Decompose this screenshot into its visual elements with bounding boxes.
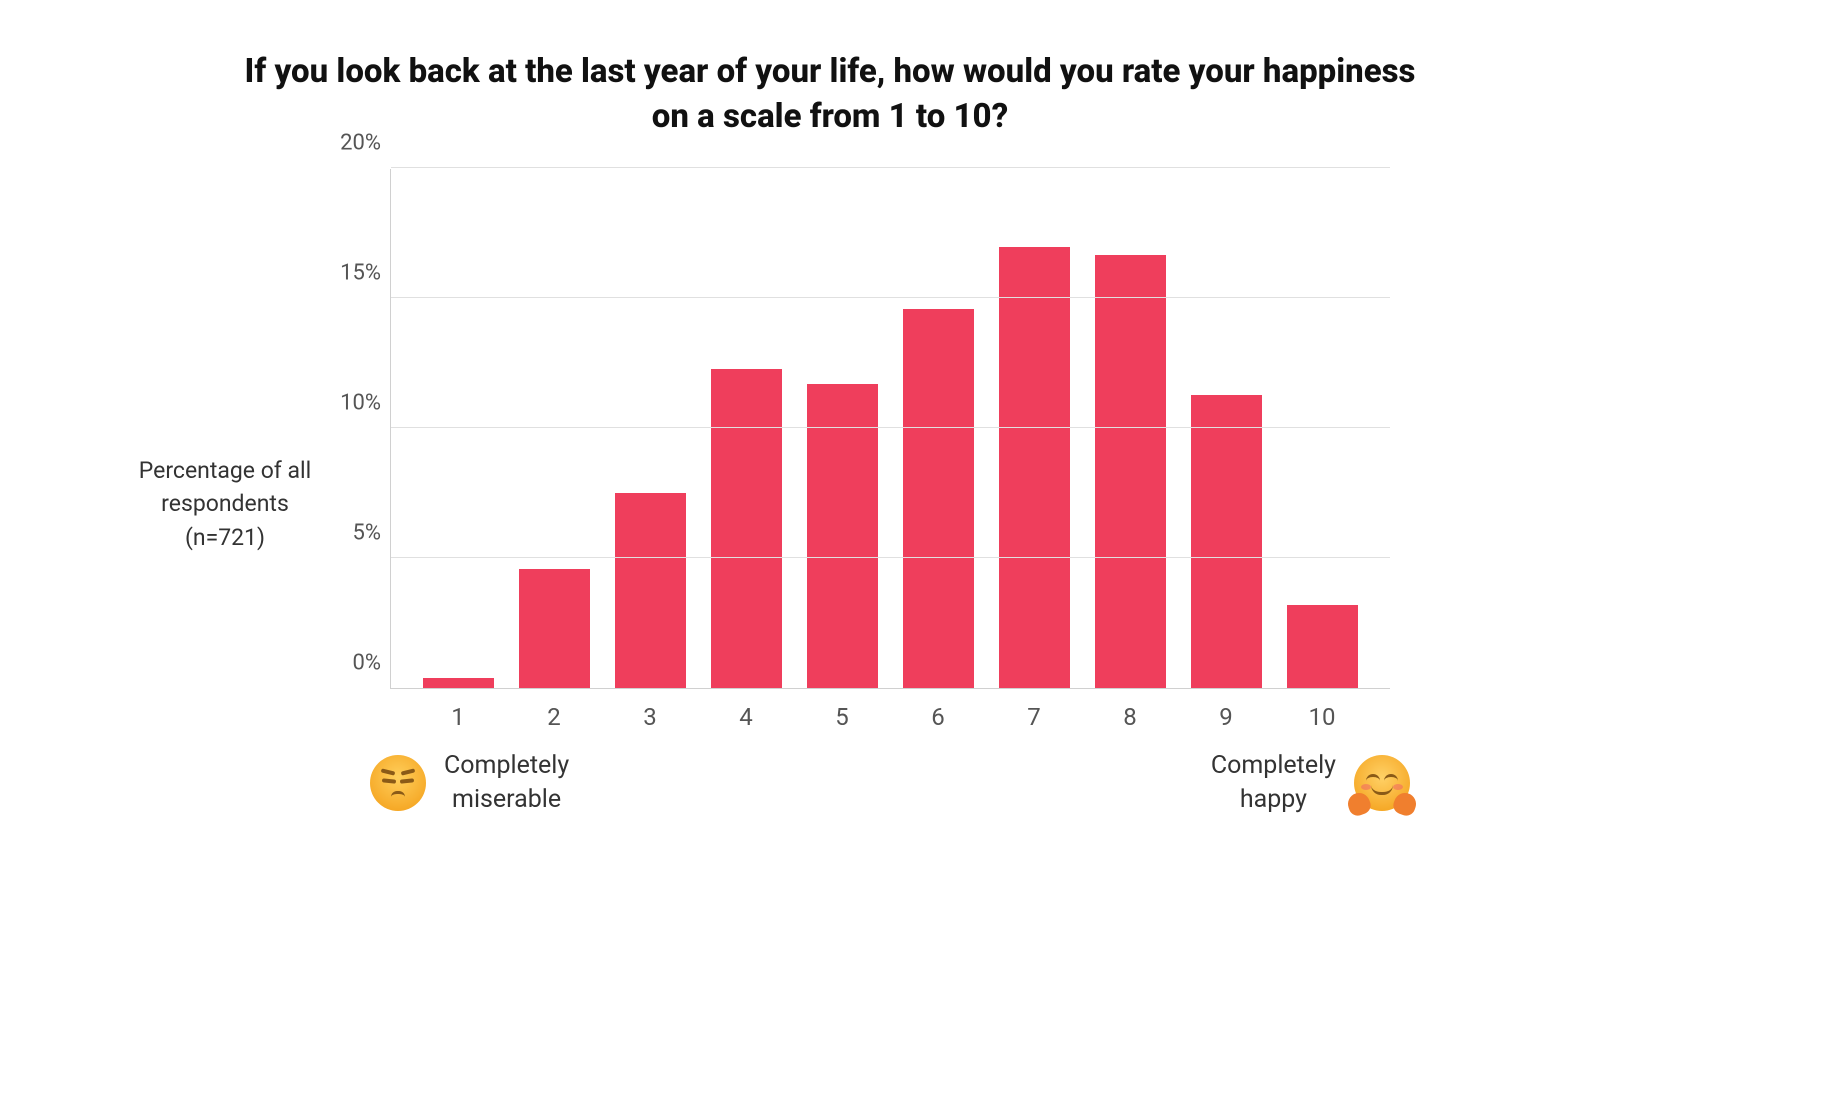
y-tick-label: 20% (321, 131, 381, 156)
bar (711, 369, 782, 688)
chart-title: If you look back at the last year of you… (230, 50, 1430, 139)
x-tick-label: 3 (602, 703, 698, 731)
y-tick-label: 15% (321, 261, 381, 286)
y-tick-label: 0% (321, 651, 381, 676)
bar (807, 384, 878, 688)
gridline (391, 557, 1390, 558)
anchor-high: Completelyhappy (1211, 749, 1410, 817)
x-tick-label: 6 (890, 703, 986, 731)
bar (999, 247, 1070, 688)
bars-group (391, 169, 1390, 688)
x-tick-label: 2 (506, 703, 602, 731)
bar (615, 493, 686, 688)
bar (423, 678, 494, 688)
y-tick-label: 10% (321, 391, 381, 416)
hugging-face-icon (1354, 755, 1410, 811)
chart-wrap: Percentage of all respondents (n=721) 0%… (390, 169, 1410, 839)
chart-container: If you look back at the last year of you… (130, 30, 1530, 930)
bar (519, 569, 590, 688)
x-axis-ticks: 12345678910 (390, 689, 1390, 731)
bar-slot (1178, 169, 1274, 688)
pensive-face-icon (370, 755, 426, 811)
x-tick-label: 9 (1178, 703, 1274, 731)
anchor-high-label: Completelyhappy (1211, 749, 1336, 817)
bar-slot (795, 169, 891, 688)
x-tick-label: 10 (1274, 703, 1370, 731)
bar-slot (603, 169, 699, 688)
bar-slot (891, 169, 987, 688)
gridline (391, 427, 1390, 428)
bar-slot (699, 169, 795, 688)
x-tick-label: 8 (1082, 703, 1178, 731)
bar (903, 309, 974, 688)
y-axis-label: Percentage of all respondents (n=721) (130, 454, 320, 554)
bar-slot (1082, 169, 1178, 688)
x-tick-label: 4 (698, 703, 794, 731)
bar-slot (507, 169, 603, 688)
plot-area: 0%5%10%15%20% (390, 169, 1390, 689)
bar (1191, 395, 1262, 688)
y-tick-label: 5% (321, 521, 381, 546)
gridline (391, 167, 1390, 168)
bar-slot (411, 169, 507, 688)
anchor-low-label: Completelymiserable (444, 749, 569, 817)
anchor-low: Completelymiserable (370, 749, 569, 817)
bar (1287, 605, 1358, 688)
bar (1095, 255, 1166, 688)
x-tick-label: 1 (410, 703, 506, 731)
bar-slot (986, 169, 1082, 688)
bar-slot (1274, 169, 1370, 688)
x-tick-label: 5 (794, 703, 890, 731)
x-tick-label: 7 (986, 703, 1082, 731)
gridline (391, 297, 1390, 298)
axis-anchors: Completelymiserable Completelyhappy (390, 749, 1390, 839)
